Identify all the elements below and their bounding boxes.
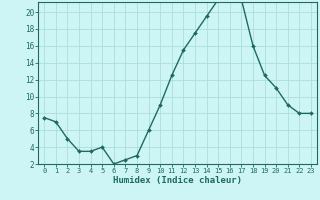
- X-axis label: Humidex (Indice chaleur): Humidex (Indice chaleur): [113, 176, 242, 185]
